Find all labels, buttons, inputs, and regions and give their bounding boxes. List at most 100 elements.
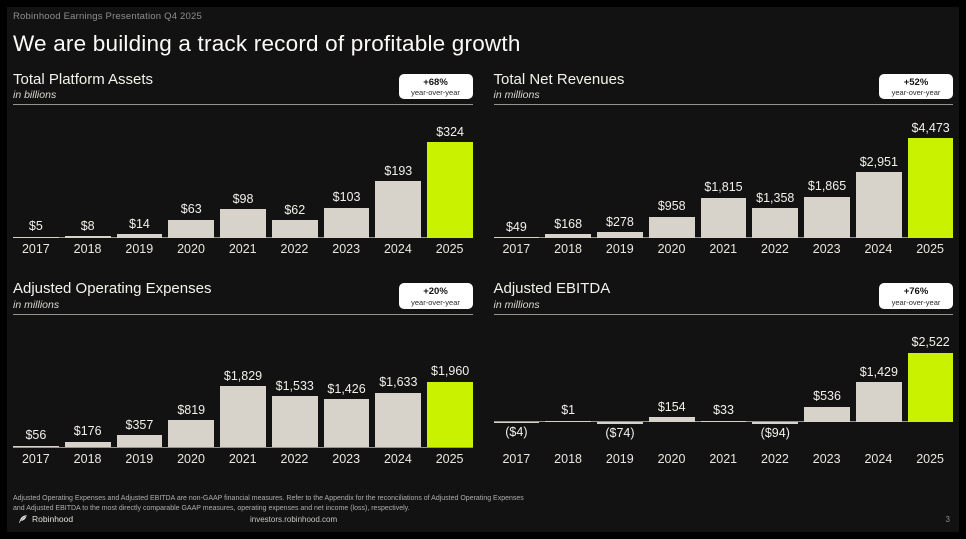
x-axis-tick-label: 2021 [700, 452, 746, 466]
yoy-caption: year-over-year [879, 298, 953, 307]
bar-value-label: $176 [74, 424, 102, 438]
bar-value-label: $1,865 [808, 179, 846, 193]
chart-title: Adjusted EBITDA [494, 280, 611, 297]
chart-title: Adjusted Operating Expenses [13, 280, 211, 297]
charts-grid: Total Platform Assets in billions +68% y… [12, 71, 954, 466]
chart-subtitle: in millions [494, 299, 611, 311]
bar-value-label: $103 [333, 190, 361, 204]
bar-value-label: $33 [713, 403, 734, 417]
bar-value-label: $324 [436, 125, 464, 139]
chart-header: Adjusted EBITDA in millions +76% year-ov… [494, 280, 954, 314]
robinhood-brand: Robinhood [18, 514, 73, 524]
bar [804, 197, 850, 239]
bar [324, 208, 370, 239]
x-axis-tick-label: 2019 [597, 452, 643, 466]
bar-chart-plot: $5$8$14$63$98$62$103$193$324 [13, 105, 473, 238]
x-axis-tick-label: 2019 [597, 242, 643, 256]
x-axis-labels: 201720182019202020212022202320242025 [494, 452, 954, 466]
bar [545, 421, 591, 422]
bar-value-label: $1,815 [704, 180, 742, 194]
x-axis-tick-label: 2021 [220, 452, 266, 466]
x-axis-tick-label: 2020 [649, 452, 695, 466]
x-axis-tick-label: 2023 [323, 452, 369, 466]
chart-header: Adjusted Operating Expenses in millions … [13, 280, 473, 314]
yoy-caption: year-over-year [879, 88, 953, 97]
bar [272, 396, 318, 448]
footer-url: investors.robinhood.com [250, 515, 337, 524]
chart-title-block: Adjusted EBITDA in millions [494, 280, 611, 310]
robinhood-feather-icon [18, 514, 28, 524]
chart-title-block: Adjusted Operating Expenses in millions [13, 280, 211, 310]
bar-value-label: $1,426 [327, 382, 365, 396]
x-axis-tick-label: 2017 [13, 242, 59, 256]
bar [701, 198, 747, 239]
x-axis-tick-label: 2018 [545, 242, 591, 256]
x-axis-labels: 201720182019202020212022202320242025 [13, 242, 473, 256]
bar [545, 234, 591, 238]
x-axis-tick-label: 2017 [494, 452, 540, 466]
bar-value-label: $193 [384, 164, 412, 178]
bar-value-label: $278 [606, 215, 634, 229]
x-axis-tick-label: 2024 [375, 452, 421, 466]
yoy-badge: +20% year-over-year [399, 283, 473, 308]
bar-value-label: $536 [813, 389, 841, 403]
x-axis-tick-label: 2018 [545, 452, 591, 466]
yoy-caption: year-over-year [399, 298, 473, 307]
yoy-caption: year-over-year [399, 88, 473, 97]
bar [908, 353, 954, 422]
bar [752, 422, 798, 425]
bar-value-label: $5 [29, 219, 43, 233]
bar [427, 382, 473, 448]
bar [117, 234, 163, 238]
bar-value-label: $819 [177, 403, 205, 417]
bar [427, 142, 473, 238]
bar-value-label: $958 [658, 199, 686, 213]
chart-title-block: Total Net Revenues in millions [494, 71, 625, 101]
chart-title: Total Net Revenues [494, 71, 625, 88]
slide-title: We are building a track record of profit… [12, 31, 954, 57]
chart-panel-adjusted-operating-expenses: Adjusted Operating Expenses in millions … [13, 280, 473, 465]
bar [597, 232, 643, 238]
bar [804, 407, 850, 422]
bar-chart-plot: $49$168$278$958$1,815$1,358$1,865$2,951$… [494, 105, 954, 238]
x-axis-labels: 201720182019202020212022202320242025 [13, 452, 473, 466]
x-axis-tick-label: 2024 [375, 242, 421, 256]
bar-chart-plot: ($4)$1($74)$154$33($94)$536$1,429$2,522 [494, 315, 954, 448]
bar [220, 386, 266, 448]
bar-value-label: $1,358 [756, 191, 794, 205]
yoy-growth-value: +68% [399, 77, 473, 88]
x-axis-tick-label: 2017 [494, 242, 540, 256]
slide: Robinhood Earnings Presentation Q4 2025 … [7, 7, 959, 532]
bar [649, 217, 695, 238]
bar [324, 399, 370, 447]
bar [117, 435, 163, 447]
bar [856, 382, 902, 421]
bar-value-label: $1,633 [379, 375, 417, 389]
x-axis-tick-label: 2025 [907, 452, 953, 466]
chart-panel-total-platform-assets: Total Platform Assets in billions +68% y… [13, 71, 473, 256]
page-number: 3 [946, 515, 950, 524]
bar-value-label: $8 [81, 219, 95, 233]
x-axis-tick-label: 2022 [752, 242, 798, 256]
bar-value-label: $2,522 [911, 335, 949, 349]
chart-subtitle: in millions [494, 89, 625, 101]
slide-footer: Robinhood investors.robinhood.com 3 [12, 514, 954, 525]
x-axis-tick-label: 2023 [804, 242, 850, 256]
x-axis-tick-label: 2023 [323, 242, 369, 256]
x-axis-tick-label: 2021 [700, 242, 746, 256]
chart-panel-total-net-revenues: Total Net Revenues in millions +52% year… [494, 71, 954, 256]
chart-title-block: Total Platform Assets in billions [13, 71, 153, 101]
chart-title: Total Platform Assets [13, 71, 153, 88]
x-axis-tick-label: 2025 [427, 452, 473, 466]
x-axis-tick-label: 2025 [907, 242, 953, 256]
bar-value-label: $1,960 [431, 364, 469, 378]
x-axis-tick-label: 2023 [804, 452, 850, 466]
x-axis-tick-label: 2024 [856, 242, 902, 256]
chart-header: Total Platform Assets in billions +68% y… [13, 71, 473, 105]
footer-brand-label: Robinhood [32, 514, 73, 524]
x-axis-tick-label: 2024 [856, 452, 902, 466]
bar-value-label: ($74) [605, 426, 634, 440]
x-axis-labels: 201720182019202020212022202320242025 [494, 242, 954, 256]
bar [13, 446, 59, 448]
bar [13, 237, 59, 238]
